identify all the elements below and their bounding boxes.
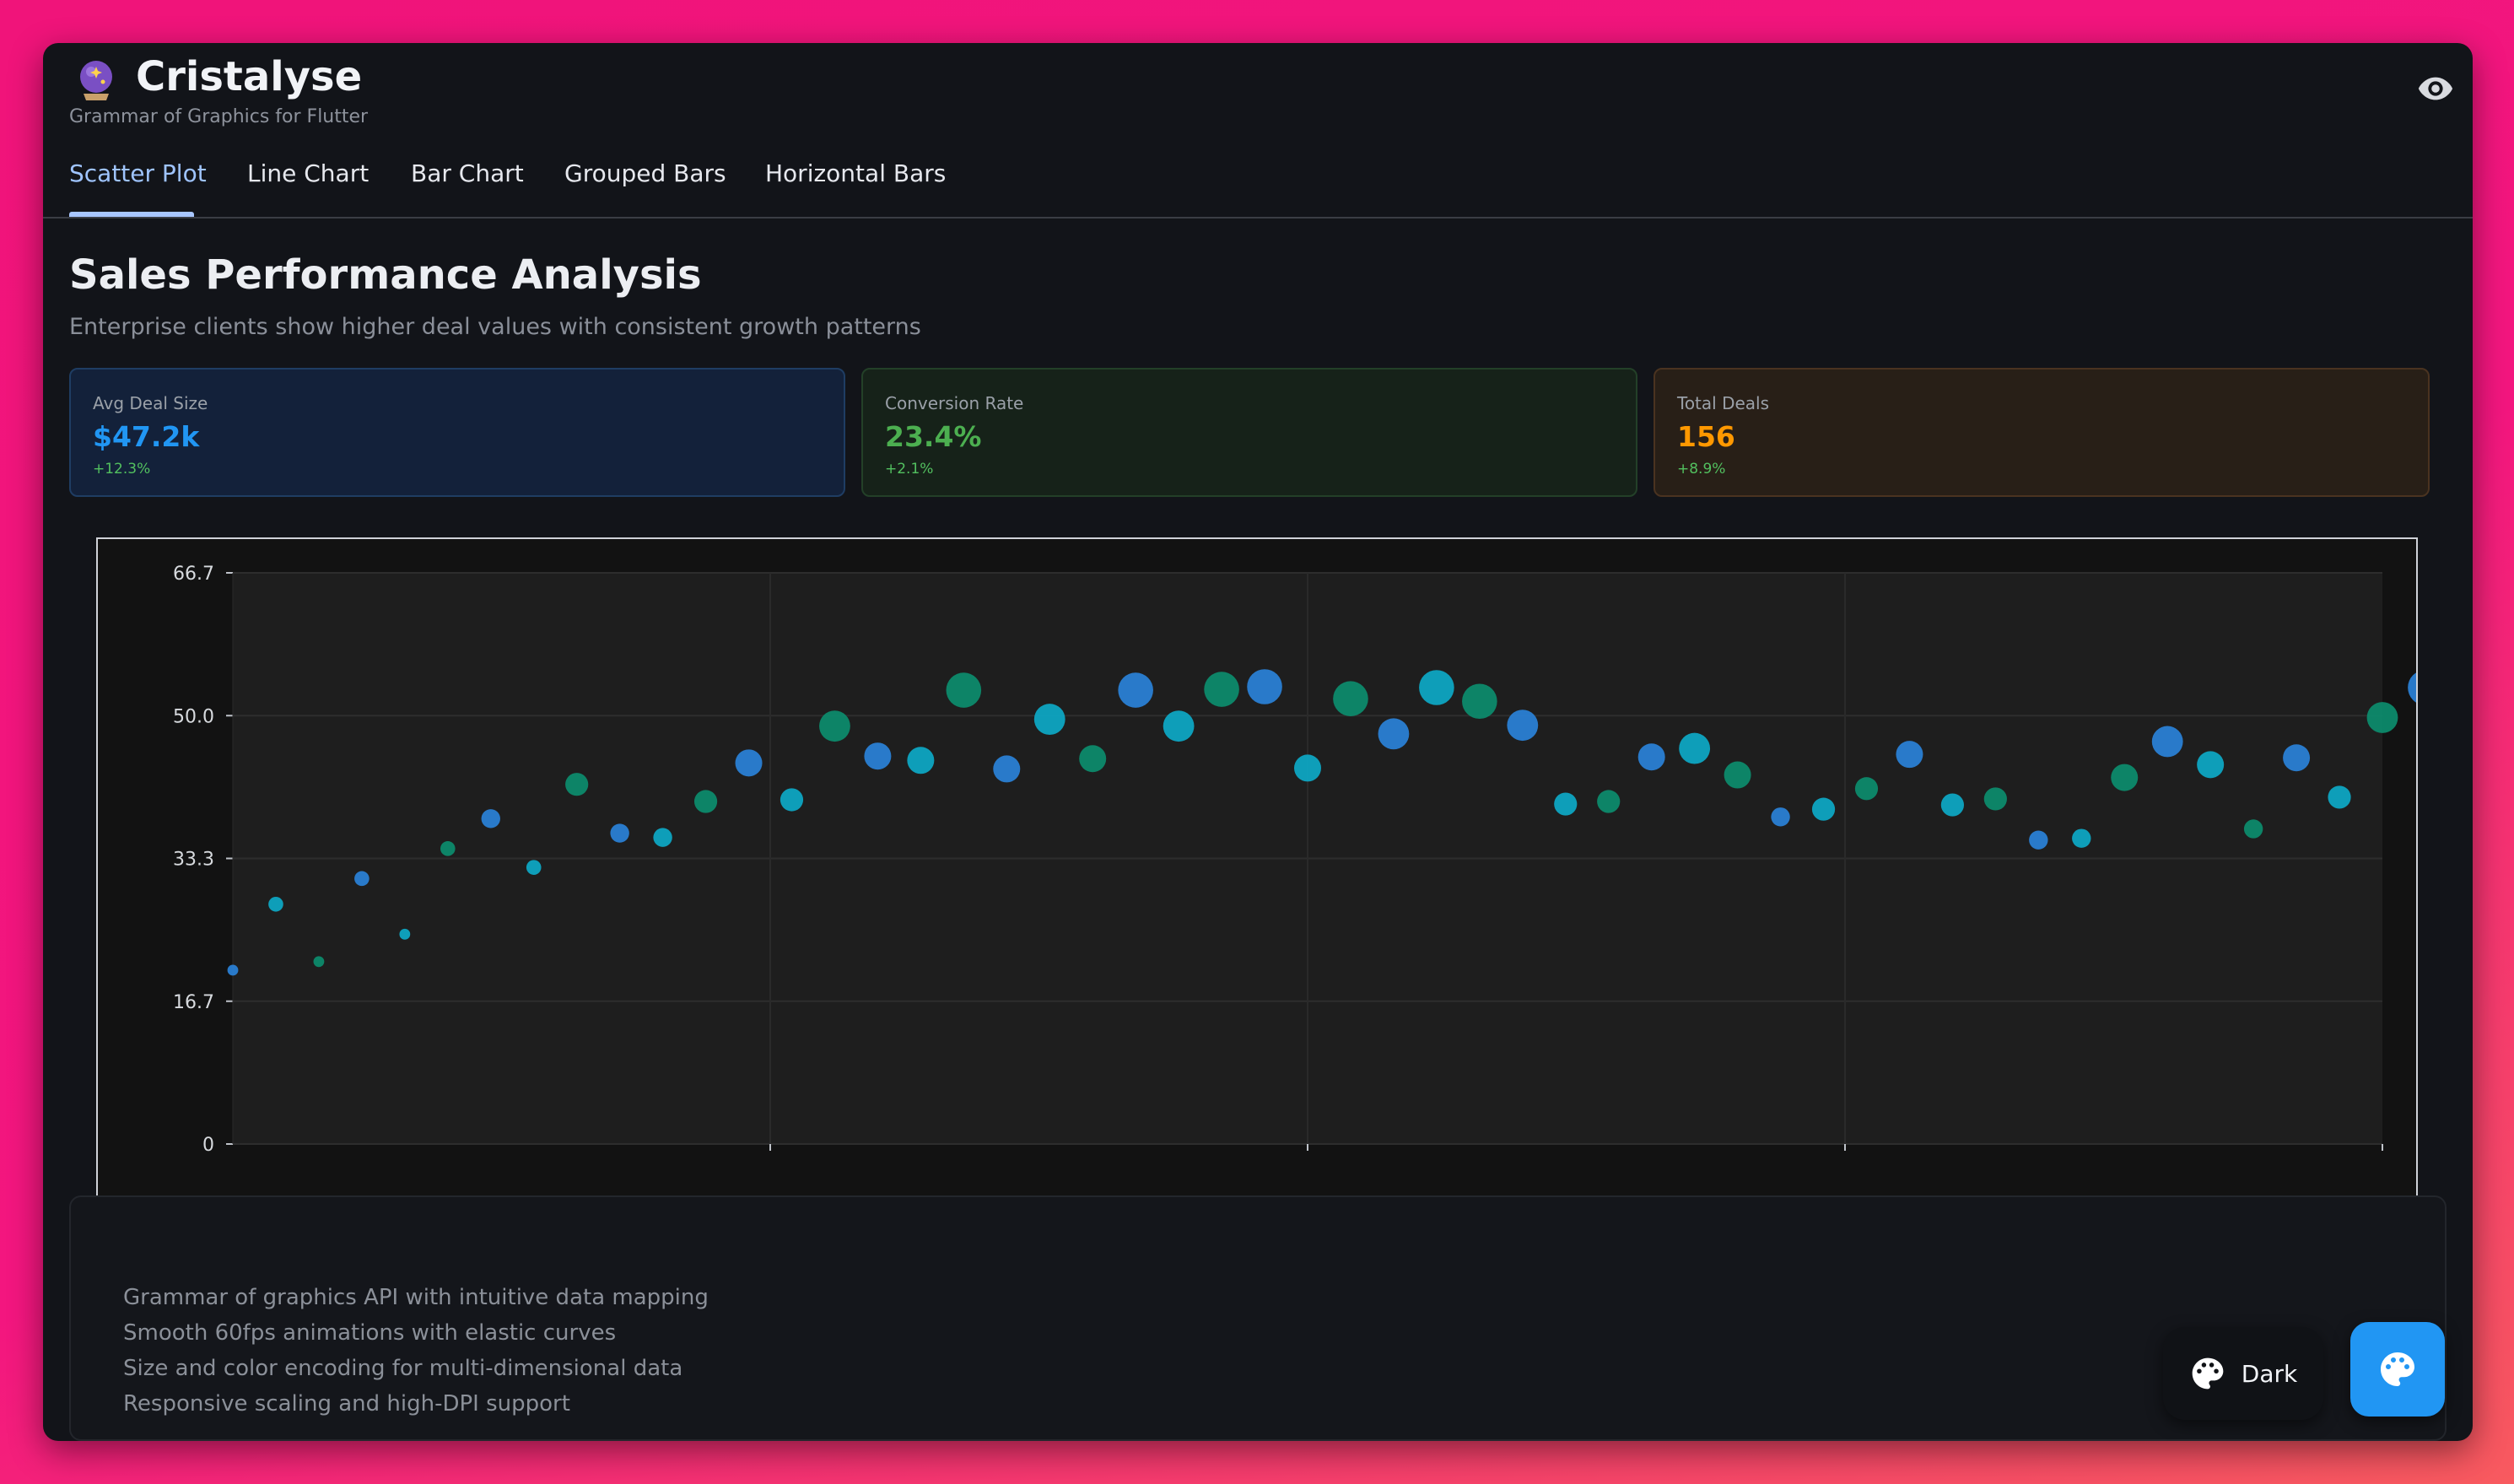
active-tab-indicator bbox=[69, 212, 194, 217]
data-point[interactable] bbox=[1419, 670, 1454, 705]
theme-toggle-button[interactable]: Dark bbox=[2163, 1327, 2323, 1420]
stat-label: Total Deals bbox=[1677, 393, 1770, 413]
data-point[interactable] bbox=[1597, 790, 1621, 813]
y-tick-label: 50.0 bbox=[173, 706, 214, 727]
data-point[interactable] bbox=[399, 928, 411, 940]
app-window: Cristalyse Grammar of Graphics for Flutt… bbox=[43, 43, 2473, 1441]
tab-scatter-plot[interactable]: Scatter Plot bbox=[69, 159, 207, 187]
y-tick-label: 0 bbox=[202, 1135, 214, 1156]
data-point[interactable] bbox=[993, 755, 1021, 783]
data-point[interactable] bbox=[946, 672, 982, 708]
data-point[interactable] bbox=[1854, 777, 1879, 801]
data-point[interactable] bbox=[1771, 807, 1790, 827]
y-tick-label: 33.3 bbox=[173, 850, 214, 871]
page-title: Sales Performance Analysis bbox=[69, 251, 702, 299]
data-point[interactable] bbox=[819, 710, 850, 742]
theme-toggle-label: Dark bbox=[2241, 1359, 2298, 1388]
data-point[interactable] bbox=[565, 773, 589, 796]
app-title: Cristalyse bbox=[136, 53, 363, 100]
tab-horizontal-bars[interactable]: Horizontal Bars bbox=[765, 159, 947, 187]
stat-card-avg-deal-size: Avg Deal Size $47.2k +12.3% bbox=[69, 368, 845, 497]
app-subtitle: Grammar of Graphics for Flutter bbox=[69, 106, 369, 127]
feature-item: Responsive scaling and high-DPI support bbox=[123, 1391, 570, 1417]
eye-icon bbox=[2418, 77, 2453, 100]
data-point[interactable] bbox=[526, 860, 542, 875]
data-point[interactable] bbox=[907, 747, 935, 774]
data-point[interactable] bbox=[1940, 793, 1964, 817]
data-point[interactable] bbox=[1118, 672, 1153, 708]
stat-change: +8.9% bbox=[1677, 461, 1726, 478]
data-point[interactable] bbox=[735, 749, 763, 777]
data-point[interactable] bbox=[1378, 718, 1410, 750]
data-point[interactable] bbox=[2283, 744, 2311, 772]
data-point[interactable] bbox=[780, 788, 804, 812]
data-point[interactable] bbox=[227, 964, 239, 976]
data-point[interactable] bbox=[354, 871, 370, 887]
stat-change: +12.3% bbox=[93, 461, 151, 478]
data-point[interactable] bbox=[2111, 764, 2139, 791]
data-point[interactable] bbox=[1033, 704, 1065, 735]
features-panel: Grammar of graphics API with intuitive d… bbox=[69, 1195, 2447, 1441]
data-point[interactable] bbox=[1462, 683, 1497, 720]
stat-card-conversion-rate: Conversion Rate 23.4% +2.1% bbox=[861, 368, 1637, 497]
data-point[interactable] bbox=[2366, 702, 2398, 733]
data-point[interactable] bbox=[1333, 681, 1368, 717]
data-point[interactable] bbox=[313, 956, 325, 968]
data-point[interactable] bbox=[481, 809, 500, 828]
stat-label: Avg Deal Size bbox=[93, 393, 208, 413]
stat-card-total-deals: Total Deals 156 +8.9% bbox=[1654, 368, 2430, 497]
tab-grouped-bars[interactable]: Grouped Bars bbox=[564, 159, 726, 187]
data-point[interactable] bbox=[1204, 672, 1239, 707]
data-point[interactable] bbox=[1983, 787, 2007, 811]
data-point[interactable] bbox=[2197, 751, 2225, 779]
data-point[interactable] bbox=[610, 823, 629, 843]
data-point[interactable] bbox=[653, 828, 672, 847]
stat-value: 156 bbox=[1677, 420, 1735, 453]
data-point[interactable] bbox=[2029, 830, 2048, 850]
data-point[interactable] bbox=[268, 897, 283, 912]
data-point[interactable] bbox=[1247, 669, 1282, 704]
data-point[interactable] bbox=[864, 742, 892, 770]
crystal-ball-icon bbox=[80, 61, 112, 100]
scatter-chart-frame: 66.7 50.0 33.3 16.7 0 bbox=[96, 537, 2418, 1212]
data-point[interactable] bbox=[1079, 745, 1107, 773]
y-tick-label: 16.7 bbox=[173, 992, 214, 1013]
tab-bar-chart[interactable]: Bar Chart bbox=[411, 159, 524, 187]
data-point[interactable] bbox=[1896, 741, 1923, 769]
data-point[interactable] bbox=[1724, 761, 1751, 789]
tabs-divider bbox=[43, 217, 2473, 219]
data-point[interactable] bbox=[440, 841, 456, 856]
feature-item: Grammar of graphics API with intuitive d… bbox=[123, 1285, 709, 1310]
chart-type-tabs: Scatter Plot Line Chart Bar Chart Groupe… bbox=[43, 153, 2473, 217]
data-point[interactable] bbox=[2243, 819, 2263, 839]
data-point[interactable] bbox=[2328, 785, 2351, 809]
feature-item: Size and color encoding for multi-dimens… bbox=[123, 1356, 683, 1381]
data-point[interactable] bbox=[1554, 792, 1578, 816]
palette-icon bbox=[2192, 1357, 2224, 1390]
y-tick-label: 66.7 bbox=[173, 564, 214, 585]
data-point[interactable] bbox=[1507, 710, 1539, 742]
data-point[interactable] bbox=[1811, 797, 1836, 821]
data-point[interactable] bbox=[693, 790, 718, 813]
scatter-chart[interactable]: 66.7 50.0 33.3 16.7 0 bbox=[98, 539, 2416, 1214]
data-point[interactable] bbox=[2151, 726, 2183, 758]
feature-item: Smooth 60fps animations with elastic cur… bbox=[123, 1320, 617, 1346]
visibility-toggle-button[interactable] bbox=[2414, 67, 2457, 111]
data-point[interactable] bbox=[1679, 732, 1711, 764]
stat-value: 23.4% bbox=[885, 420, 982, 453]
stat-label: Conversion Rate bbox=[885, 393, 1024, 413]
data-point[interactable] bbox=[1294, 754, 1321, 782]
stat-change: +2.1% bbox=[885, 461, 934, 478]
data-point[interactable] bbox=[2072, 828, 2091, 848]
feature-list: Grammar of graphics API with intuitive d… bbox=[123, 1280, 709, 1422]
palette-icon bbox=[2381, 1352, 2414, 1386]
tab-line-chart[interactable]: Line Chart bbox=[247, 159, 370, 187]
data-point[interactable] bbox=[2408, 670, 2416, 705]
theme-palette-fab[interactable] bbox=[2350, 1322, 2445, 1417]
data-point[interactable] bbox=[1163, 710, 1195, 742]
stat-value: $47.2k bbox=[93, 420, 200, 453]
page-subtitle: Enterprise clients show higher deal valu… bbox=[69, 314, 921, 340]
app-header: Cristalyse Grammar of Graphics for Flutt… bbox=[43, 43, 2473, 217]
data-point[interactable] bbox=[1637, 743, 1665, 771]
